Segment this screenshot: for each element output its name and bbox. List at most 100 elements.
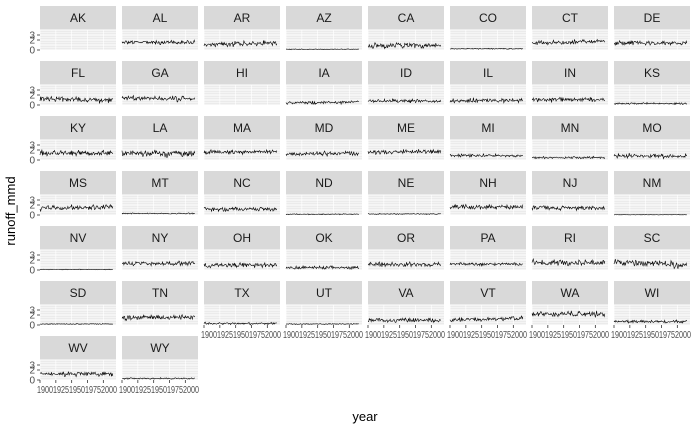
strip-label: WA xyxy=(561,286,580,300)
strip-label: CA xyxy=(398,11,415,25)
strip-background xyxy=(450,61,526,85)
strip-label: PA xyxy=(480,231,495,245)
y-tick-label: 2 xyxy=(29,366,35,377)
series-line xyxy=(285,213,359,216)
x-tick-labels: 19001925195019752000 xyxy=(611,330,691,341)
facet-panel-nh: NH xyxy=(449,171,526,216)
facet-panel-wa: WA 19001925195019752000 xyxy=(529,281,609,341)
facet-panel-oh: OH xyxy=(203,226,280,271)
strip-label: NV xyxy=(70,231,87,245)
strip-background xyxy=(122,336,198,360)
strip-background xyxy=(204,226,280,250)
strip-label: NE xyxy=(398,176,415,190)
series-line xyxy=(203,39,278,48)
facet-panel-in: IN xyxy=(531,61,608,106)
strip-background xyxy=(614,116,690,140)
facet-panel-mi: MI xyxy=(449,116,526,161)
strip-background xyxy=(450,171,526,195)
strip-label: NJ xyxy=(563,176,578,190)
y-tick-label: 0 xyxy=(29,321,35,332)
facet-panel-ct: CT xyxy=(531,6,608,51)
strip-label: MS xyxy=(69,176,87,190)
series-line xyxy=(531,258,606,267)
facet-panel-tx: TX 19001925195019752000 xyxy=(201,281,281,341)
strip-background xyxy=(368,6,444,30)
facet-panel-wi: WI 19001925195019752000 xyxy=(611,281,691,341)
strip-background xyxy=(122,171,198,195)
y-tick-label: 2 xyxy=(29,201,35,212)
series-line xyxy=(449,152,524,158)
series-line xyxy=(285,100,359,106)
facet-panel-nj: NJ xyxy=(531,171,608,216)
strip-label: MO xyxy=(642,121,661,135)
strip-label: OR xyxy=(397,231,415,245)
facet-panel-nv: NV 023 xyxy=(29,226,116,277)
strip-background xyxy=(286,226,362,250)
facet-panel-ak: AK 023 xyxy=(29,6,116,57)
facet-panel-sc: SC xyxy=(613,226,690,271)
series-line xyxy=(203,148,278,156)
x-tick-labels: 19001925195019752000 xyxy=(447,330,527,341)
y-tick-label: 3 xyxy=(29,251,35,262)
series-line xyxy=(121,314,196,322)
strip-background xyxy=(204,281,280,305)
x-axis-title: year xyxy=(352,409,378,424)
y-tick-label: 0 xyxy=(29,101,35,112)
facet-panel-wy: WY 19001925195019752000 xyxy=(119,336,199,396)
strip-background xyxy=(614,171,690,195)
strip-label: SD xyxy=(70,286,87,300)
strip-background xyxy=(368,281,444,305)
series-line xyxy=(613,152,688,160)
strip-background xyxy=(122,116,198,140)
strip-label: WI xyxy=(645,286,660,300)
strip-label: UT xyxy=(316,286,333,300)
strip-label: SC xyxy=(644,231,661,245)
series-line xyxy=(531,96,606,103)
strip-label: OK xyxy=(315,231,332,245)
strip-background xyxy=(122,61,198,85)
strip-background xyxy=(532,6,608,30)
strip-label: TN xyxy=(152,286,168,300)
strip-background xyxy=(122,6,198,30)
strip-background xyxy=(532,61,608,85)
series-line xyxy=(367,41,442,50)
strip-label: CT xyxy=(562,11,579,25)
strip-label: AR xyxy=(234,11,251,25)
facet-panel-me: ME xyxy=(367,116,444,161)
y-tick-label: 3 xyxy=(29,141,35,152)
y-tick-label: 0 xyxy=(29,376,35,387)
y-tick-label: 3 xyxy=(29,31,35,42)
strip-label: LA xyxy=(153,121,168,135)
x-tick-labels: 19001925195019752000 xyxy=(37,385,117,396)
strip-background xyxy=(450,6,526,30)
y-tick-label: 0 xyxy=(29,266,35,277)
strip-background xyxy=(450,281,526,305)
series-line xyxy=(449,261,523,267)
series-line xyxy=(285,323,359,325)
facet-panel-de: DE xyxy=(613,6,690,51)
facet-panel-sd: SD 023 xyxy=(29,281,116,332)
facet-panel-ia: IA xyxy=(285,61,362,106)
strip-label: WY xyxy=(150,341,169,355)
strip-background xyxy=(614,281,690,305)
facet-panel-al: AL xyxy=(121,6,198,51)
strip-label: ID xyxy=(400,66,412,80)
strip-label: MA xyxy=(233,121,251,135)
strip-label: KS xyxy=(644,66,660,80)
strip-label: FL xyxy=(71,66,85,80)
strip-background xyxy=(614,6,690,30)
strip-background xyxy=(122,226,198,250)
y-tick-label: 2 xyxy=(29,311,35,322)
y-tick-label: 3 xyxy=(29,86,35,97)
strip-background xyxy=(368,61,444,85)
facet-panel-ca: CA xyxy=(367,6,444,51)
y-axis-title: runoff_mmd xyxy=(3,176,18,245)
series-line xyxy=(449,315,524,323)
facet-panel-mo: MO xyxy=(613,116,690,161)
facet-panel-nm: NM xyxy=(613,171,690,216)
facet-panel-va: VA 19001925195019752000 xyxy=(365,281,445,341)
y-tick-label: 2 xyxy=(29,146,35,157)
facet-panel-ny: NY xyxy=(121,226,198,271)
